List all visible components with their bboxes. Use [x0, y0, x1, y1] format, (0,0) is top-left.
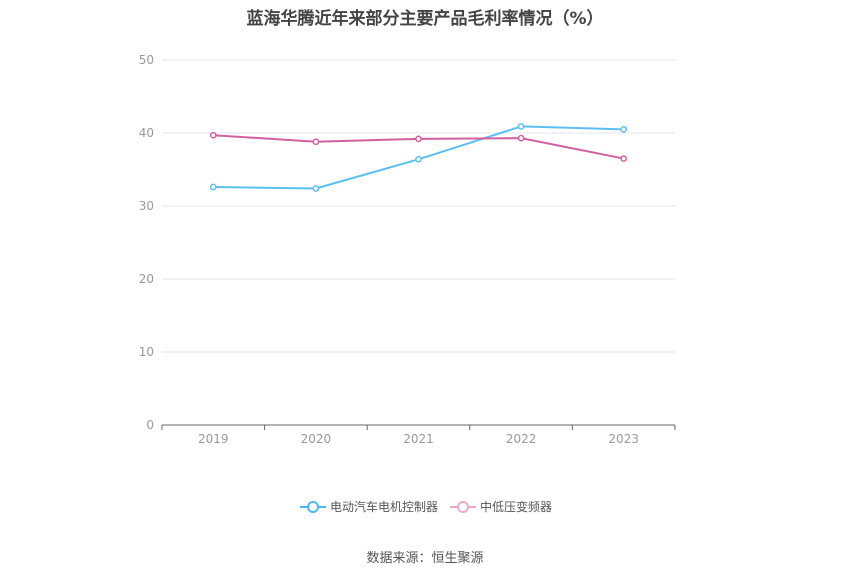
x-tick-label: 2019 [198, 432, 229, 446]
data-point [209, 131, 217, 139]
data-point [415, 155, 422, 163]
data-source: 数据来源：恒生聚源 [366, 551, 484, 566]
data-point [517, 123, 525, 130]
x-tick-label: 2021 [403, 432, 434, 446]
y-tick-label: 50 [139, 53, 154, 67]
data-point [209, 183, 217, 191]
y-tick-label: 0 [146, 418, 154, 432]
legend-label: 中低压变频器 [480, 499, 552, 514]
data-point [517, 134, 525, 142]
data-point [415, 135, 422, 143]
data-point [312, 138, 320, 146]
y-tick-label: 40 [139, 126, 154, 140]
y-tick-label: 30 [139, 199, 154, 213]
data-point [312, 185, 320, 192]
x-tick-label: 2022 [506, 432, 537, 446]
legend-marker-circle [307, 501, 319, 513]
y-tick-label: 20 [139, 272, 154, 286]
legend-marker-circle [457, 501, 469, 513]
data-point [620, 126, 628, 133]
x-tick-label: 2020 [301, 432, 332, 446]
legend-label: 电动汽车电机控制器 [330, 499, 438, 514]
y-tick-label: 10 [139, 345, 154, 359]
chart-title: 蓝海华腾近年来部分主要产品毛利率情况（%） [246, 9, 604, 29]
data-point [620, 155, 628, 162]
x-tick-label: 2023 [608, 432, 639, 446]
